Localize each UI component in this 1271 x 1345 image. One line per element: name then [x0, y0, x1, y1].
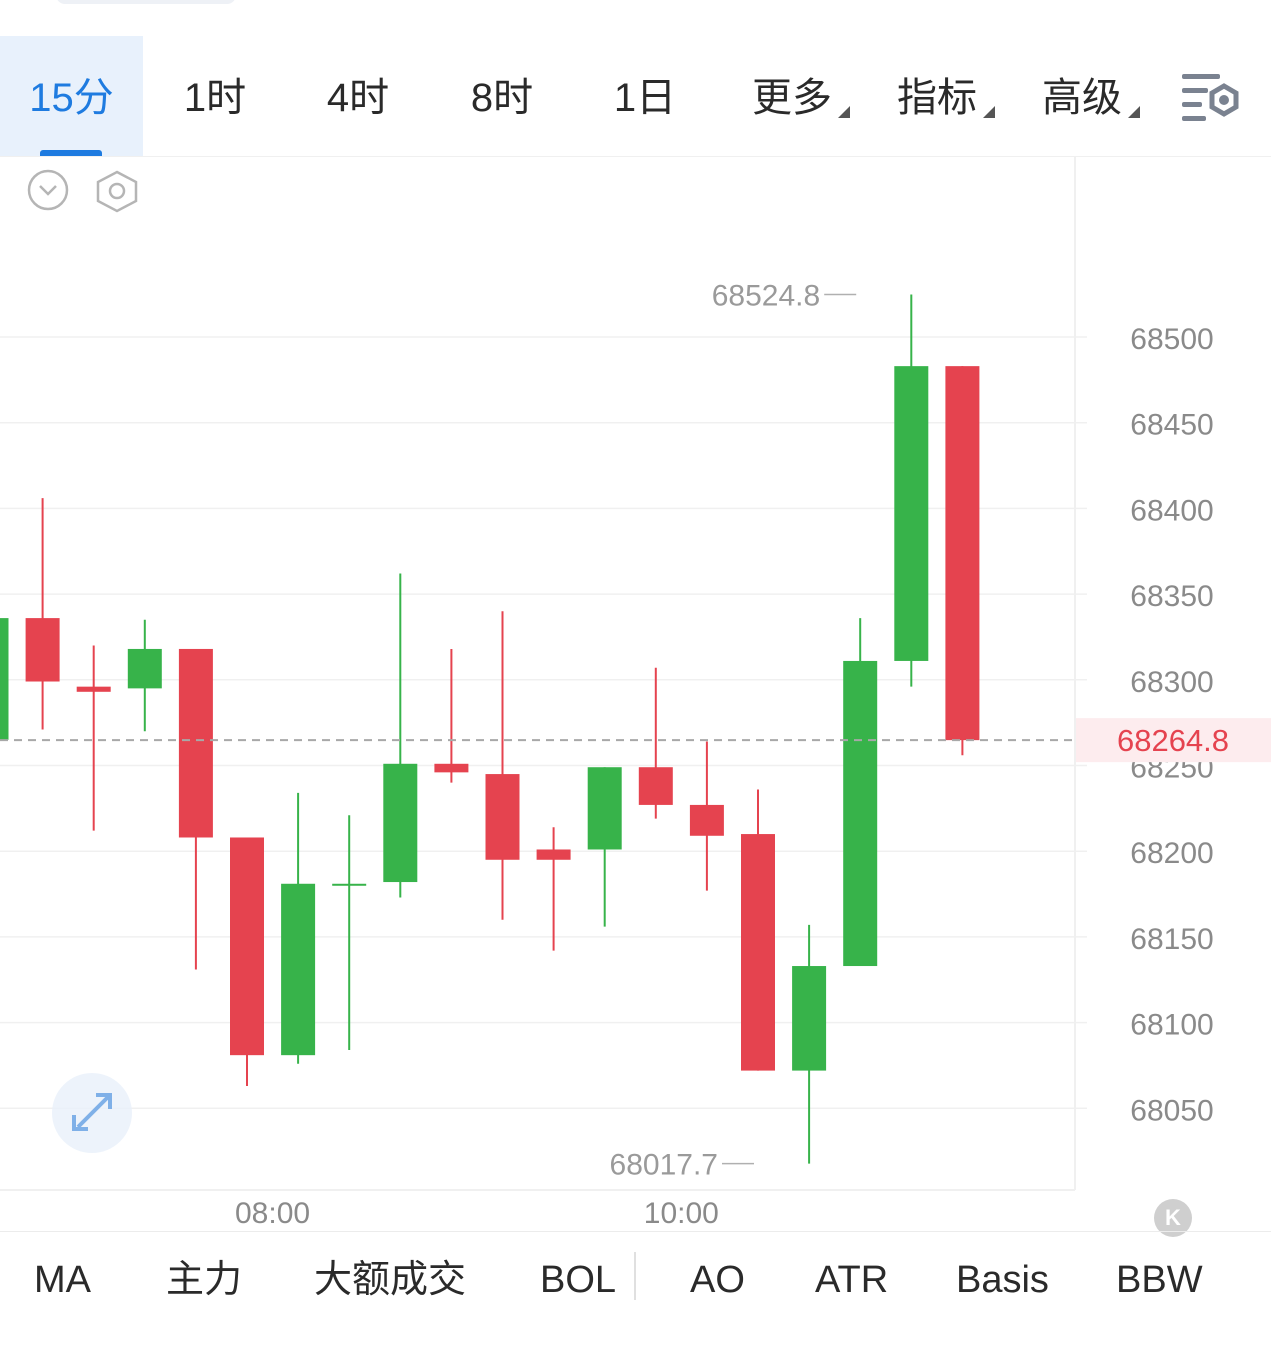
candle — [281, 792, 316, 1064]
candle-body — [536, 849, 571, 860]
candle — [689, 741, 724, 891]
candle-body — [843, 660, 878, 967]
chart-settings-icon[interactable] — [1180, 70, 1240, 124]
indicator-ao[interactable]: AO — [690, 1259, 745, 1301]
tab-indicators[interactable]: 指标 — [895, 36, 995, 156]
tab-15min[interactable]: 15分 — [0, 36, 143, 156]
tab-8h[interactable]: 8时 — [437, 36, 567, 156]
high-price-label: 68524.8 — [712, 279, 820, 312]
candle-body — [76, 686, 111, 692]
top-handle — [56, 0, 236, 4]
tab-label: 更多 — [752, 76, 832, 120]
tab-4h[interactable]: 4时 — [293, 36, 423, 156]
divider — [634, 1252, 636, 1300]
candle — [178, 648, 213, 970]
indicator-ma[interactable]: MA — [34, 1259, 91, 1301]
tab-label: 8时 — [470, 76, 534, 120]
tab-advanced[interactable]: 高级 — [1040, 36, 1140, 156]
y-tick-label: 68450 — [1130, 409, 1213, 442]
candle-body — [332, 883, 367, 886]
current-price-badge — [1076, 718, 1271, 763]
candle-body — [945, 366, 980, 741]
indicator-large-volume[interactable]: 大额成交 — [314, 1259, 467, 1301]
y-tick-label: 68500 — [1130, 323, 1213, 356]
candle-body — [638, 767, 673, 805]
candle — [741, 789, 775, 1071]
candles — [0, 294, 980, 1164]
tab-label: 1日 — [613, 76, 677, 120]
indicator-bar: MA 主力 大额成交 BOL AO ATR Basis BBW — [0, 1231, 1271, 1345]
candle-body — [127, 648, 162, 689]
candle-body — [689, 804, 724, 836]
candle-body — [230, 837, 264, 1056]
candle — [434, 648, 469, 783]
x-tick-label: 10:00 — [644, 1197, 719, 1230]
candle — [332, 815, 367, 1051]
tab-1h[interactable]: 1时 — [150, 36, 280, 156]
candle-body — [894, 366, 929, 661]
candle — [792, 924, 827, 1164]
candle — [383, 573, 418, 898]
dropdown-triangle-icon — [838, 106, 850, 118]
indicator-bbw[interactable]: BBW — [1116, 1259, 1203, 1301]
tab-label: 15分 — [29, 76, 114, 120]
x-axis-labels: 08:00 10:00 — [235, 1197, 719, 1230]
candle-body — [178, 648, 213, 838]
candle-body — [383, 763, 418, 883]
low-price-label: 68017.7 — [610, 1149, 718, 1182]
candlestick-chart[interactable]: 6850068450684006835068300682506820068150… — [0, 156, 1271, 1231]
indicator-atr[interactable]: ATR — [815, 1259, 889, 1301]
tab-label: 高级 — [1042, 76, 1122, 120]
dropdown-triangle-icon — [1128, 106, 1140, 118]
candle — [127, 619, 162, 732]
candle — [76, 645, 111, 831]
candle — [536, 827, 571, 951]
expand-chart-button[interactable] — [52, 1073, 132, 1153]
candle-body — [741, 834, 775, 1071]
candle-body — [25, 618, 60, 682]
y-tick-label: 68200 — [1130, 837, 1213, 870]
candle-body — [0, 618, 9, 740]
dropdown-triangle-icon — [983, 106, 995, 118]
chevron-down-circle-icon[interactable] — [27, 169, 69, 211]
y-tick-label: 68300 — [1130, 666, 1213, 699]
active-tab-indicator — [40, 150, 102, 156]
indicator-bol[interactable]: BOL — [540, 1259, 617, 1301]
expand-arrows-icon — [72, 1093, 112, 1131]
tab-label: 指标 — [897, 76, 977, 120]
candle-body — [281, 883, 316, 1056]
candle-body — [434, 763, 469, 773]
candle — [843, 618, 878, 967]
candle — [230, 837, 264, 1087]
current-price-label: 68264.8 — [1117, 723, 1229, 758]
y-tick-label: 68050 — [1130, 1094, 1213, 1127]
indicator-basis[interactable]: Basis — [956, 1259, 1049, 1301]
tab-label: 1时 — [183, 76, 247, 120]
chart-overlay: 68264.8 68524.8 68017.7 — [0, 279, 1271, 1182]
candle — [894, 294, 929, 687]
candle — [638, 667, 673, 819]
candle — [485, 611, 520, 920]
indicator-main-force[interactable]: 主力 — [166, 1259, 243, 1301]
candle-body — [792, 966, 827, 1071]
x-tick-label: 08:00 — [235, 1197, 310, 1230]
interval-tab-bar: 15分 1时 4时 8时 1日 更多 指标 高级 — [0, 36, 1271, 157]
y-tick-label: 68350 — [1130, 580, 1213, 613]
candle — [25, 498, 60, 730]
tab-label: 4时 — [326, 76, 390, 120]
tab-1d[interactable]: 1日 — [580, 36, 710, 156]
candle — [945, 366, 980, 756]
k-logo-icon[interactable]: K — [1154, 1199, 1192, 1237]
candle-body — [587, 767, 622, 850]
y-tick-label: 68150 — [1130, 923, 1213, 956]
tab-more[interactable]: 更多 — [750, 36, 850, 156]
candle-body — [485, 774, 520, 860]
y-tick-label: 68400 — [1130, 494, 1213, 527]
candle — [587, 767, 622, 927]
hexagon-settings-icon[interactable] — [96, 170, 138, 213]
candle — [0, 618, 9, 740]
y-tick-label: 68100 — [1130, 1009, 1213, 1042]
